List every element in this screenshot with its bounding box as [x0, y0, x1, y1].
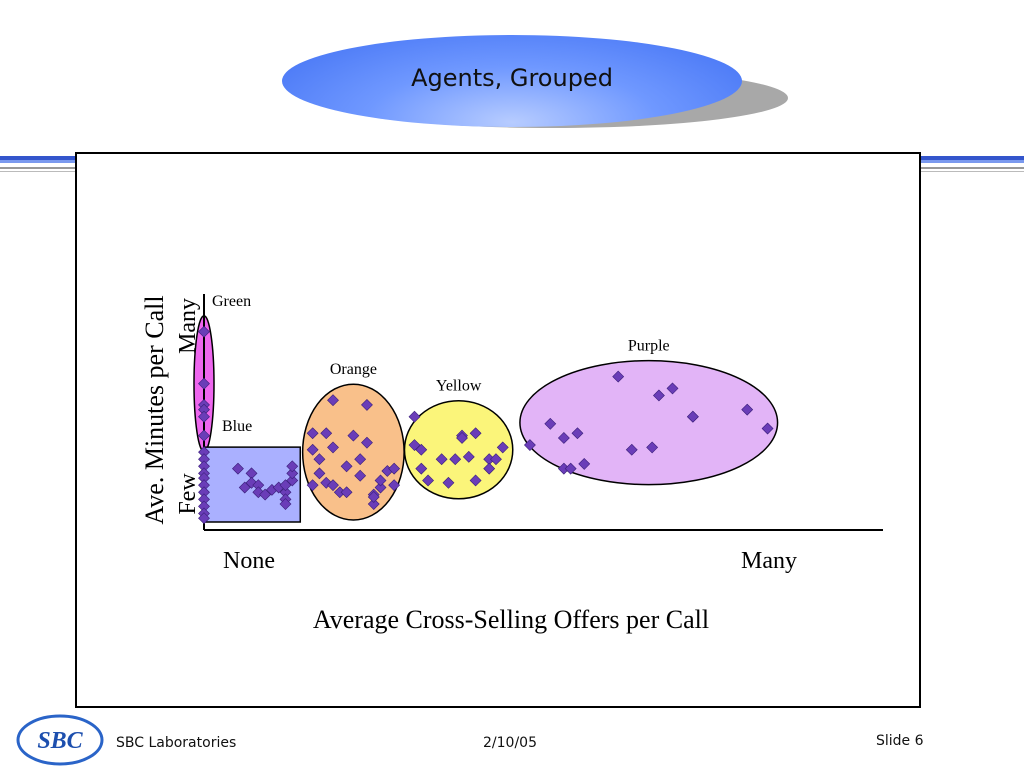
yellow-data-point [415, 462, 428, 475]
yellow-data-point [408, 410, 421, 423]
yellow-group-label: Yellow [436, 378, 482, 395]
orange-data-point [306, 427, 319, 440]
orange-data-point [361, 436, 373, 449]
green-data-point [198, 429, 210, 442]
x-tick-none: None [223, 548, 275, 574]
yellow-data-point [490, 453, 502, 466]
x-axis-label: Average Cross-Selling Offers per Call [313, 605, 709, 634]
orange-data-point [327, 441, 339, 454]
y-axis-label: Ave. Minutes per Call [140, 295, 169, 524]
orange-data-point [367, 491, 380, 503]
blue-data-point [279, 479, 292, 492]
purple-data-point [523, 439, 536, 451]
orange-data-point [354, 469, 367, 482]
left-decorative-lines [0, 156, 76, 176]
purple-data-point [612, 370, 625, 383]
slide-title: Agents, Grouped [411, 64, 613, 92]
orange-group-label: Orange [330, 361, 377, 378]
yellow-data-point [456, 432, 468, 444]
x-tick-many: Many [741, 548, 797, 574]
blue-data-point [279, 498, 292, 510]
purple-data-point [625, 443, 638, 456]
orange-data-point [306, 443, 319, 456]
title-ellipse [282, 35, 742, 127]
orange-data-point [340, 486, 353, 499]
purple-data-point [686, 410, 699, 423]
green-data-point [198, 325, 210, 338]
blue-data-point [238, 481, 251, 494]
purple-data-point [646, 441, 659, 454]
purple-data-point [571, 427, 584, 440]
blue-data-point [232, 462, 244, 475]
orange-group-region [301, 383, 405, 521]
blue-data-point [259, 488, 272, 501]
yellow-data-point [435, 453, 448, 466]
right-decorative-lines [918, 156, 1024, 176]
orange-data-point [347, 429, 360, 442]
green-data-point [198, 377, 210, 390]
footer-date: 2/10/05 [483, 735, 537, 751]
scatter-chart: Green Blue Orange Yellow Purple None Many Av… [140, 293, 883, 634]
y-tick-few: Few [175, 473, 201, 515]
blue-data-point [286, 460, 299, 473]
y-tick-many: Many [175, 298, 201, 354]
sbc-logo-text: SBC [37, 728, 83, 754]
green-data-point [198, 410, 210, 423]
purple-data-point [564, 462, 577, 475]
orange-data-point [354, 453, 367, 466]
labels-layer: Green Blue Orange Yellow Purple [212, 293, 670, 435]
yellow-data-point [483, 462, 496, 475]
purple-data-point [578, 457, 591, 470]
orange-data-point [388, 462, 401, 475]
purple-data-point [761, 422, 774, 435]
sbc-logo: SBC [16, 714, 104, 766]
yellow-group-region [403, 399, 514, 500]
orange-data-point [313, 453, 326, 466]
orange-data-point [374, 481, 387, 494]
purple-group-label: Purple [628, 338, 670, 355]
purple-data-point [741, 403, 754, 416]
purple-data-point [544, 417, 557, 430]
yellow-data-point [415, 443, 428, 456]
orange-data-point [388, 479, 401, 492]
purple-data-point [666, 382, 679, 395]
footer-slide-number: Slide 6 [876, 733, 924, 749]
yellow-data-point [442, 476, 455, 489]
yellow-data-point [408, 439, 421, 451]
yellow-data-point [422, 474, 434, 487]
green-group-label: Green [212, 293, 251, 310]
yellow-data-point [449, 453, 462, 466]
orange-data-point [367, 498, 380, 510]
purple-group-region [519, 359, 779, 486]
points-layer [198, 325, 774, 525]
footer-org: SBC Laboratories [116, 735, 237, 751]
orange-data-point [313, 467, 326, 480]
orange-data-point [327, 479, 339, 492]
blue-data-point [286, 467, 299, 480]
yellow-data-point [496, 441, 509, 454]
blue-data-point [286, 474, 299, 487]
yellow-data-point [462, 450, 475, 463]
blue-group-label: Blue [222, 418, 252, 435]
orange-data-point [361, 398, 373, 411]
yellow-data-point [469, 474, 482, 487]
orange-data-point [327, 394, 339, 407]
blue-data-point [198, 512, 210, 525]
orange-data-point [320, 427, 333, 440]
yellow-data-point [469, 427, 482, 440]
chart-frame: Green Blue Orange Yellow Purple None Many Av… [75, 152, 921, 708]
orange-data-point [340, 460, 353, 473]
orange-data-point [374, 474, 387, 487]
purple-data-point [653, 389, 665, 402]
purple-data-point [557, 432, 570, 444]
orange-data-point [306, 479, 319, 492]
